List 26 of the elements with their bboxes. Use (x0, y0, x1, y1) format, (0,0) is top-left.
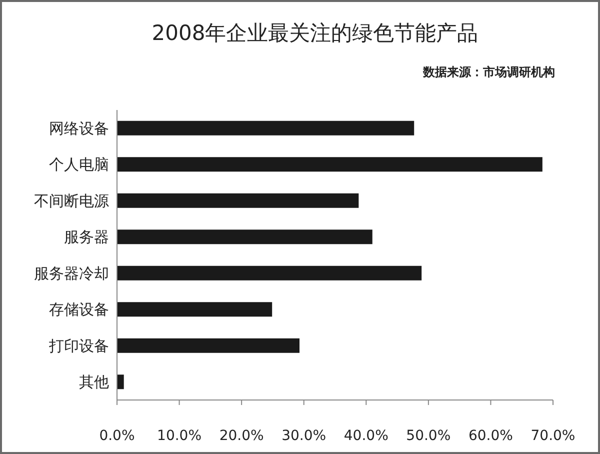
bar (117, 302, 272, 317)
chart-title: 2008年企业最关注的绿色节能产品 (152, 21, 478, 45)
x-tick-label: 40.0% (344, 428, 388, 444)
bar (117, 230, 372, 244)
x-tick-label: 70.0% (530, 428, 576, 444)
y-tick-label: 服务器 (64, 228, 109, 246)
bar (117, 374, 124, 390)
source-note: 数据来源：市场调研机构 (422, 65, 555, 79)
y-tick-label: 不间断电源 (34, 192, 109, 210)
x-tick-label: 30.0% (282, 428, 326, 444)
x-tick-label: 20.0% (219, 428, 264, 444)
y-tick-label: 存储设备 (49, 300, 109, 319)
x-tick-label: 50.0% (406, 428, 451, 444)
bar (117, 266, 422, 280)
x-tick-label: 0.0% (99, 428, 135, 444)
bar (117, 338, 300, 353)
y-tick-label: 其他 (79, 373, 109, 392)
y-tick-label: 个人电脑 (49, 156, 109, 174)
bar (117, 157, 542, 172)
y-tick-label: 网络设备 (49, 119, 109, 138)
y-tick-label: 打印设备 (48, 336, 109, 355)
x-tick-label: 10.0% (157, 428, 202, 444)
bar (117, 193, 359, 208)
y-tick-label: 服务器冷却 (34, 264, 109, 282)
bar (117, 120, 414, 136)
x-tick-label: 60.0% (468, 428, 513, 444)
